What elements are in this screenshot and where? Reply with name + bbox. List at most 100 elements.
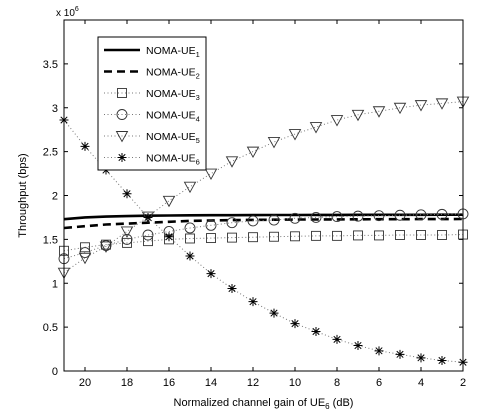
data-point xyxy=(395,349,405,359)
data-point xyxy=(269,308,279,318)
data-point xyxy=(288,129,302,141)
data-point xyxy=(80,242,90,253)
legend-label-subscript: 2 xyxy=(196,72,200,81)
x-tick-label: 8 xyxy=(334,377,340,389)
data-point xyxy=(435,98,449,110)
y-axis-label: Throughput (bps) xyxy=(17,153,29,237)
data-point xyxy=(183,181,197,194)
data-point xyxy=(332,230,342,241)
data-point xyxy=(374,230,384,241)
data-point xyxy=(143,236,153,247)
plot-marks xyxy=(57,96,470,367)
legend-label: NOMA-UE5 xyxy=(146,131,200,145)
legend-marker xyxy=(115,131,129,143)
data-point xyxy=(206,233,216,244)
data-point xyxy=(353,230,363,241)
legend-box xyxy=(97,36,207,171)
data-point xyxy=(120,226,134,238)
data-point xyxy=(248,232,258,243)
legend-label-subscript: 1 xyxy=(196,50,200,59)
x-tick-label: 4 xyxy=(418,377,424,389)
legend-label: NOMA-UE4 xyxy=(146,110,200,124)
data-point xyxy=(122,189,132,199)
data-point xyxy=(206,269,216,279)
x-label-suffix: (dB) xyxy=(330,397,354,409)
y-multiplier-base: x 10 xyxy=(56,8,75,19)
legend-label-subscript: 5 xyxy=(196,136,200,145)
data-point xyxy=(311,327,321,337)
legend-label: NOMA-UE3 xyxy=(146,88,200,102)
series-line xyxy=(63,101,464,274)
data-point xyxy=(394,209,406,221)
data-point xyxy=(351,109,365,122)
data-point xyxy=(436,208,448,220)
data-point xyxy=(415,209,427,221)
x-axis-label: Normalized channel gain of UE6 (dB) xyxy=(174,397,354,411)
data-point xyxy=(204,168,218,180)
legend-label-subscript: 4 xyxy=(196,115,200,124)
legend-marker xyxy=(116,109,128,120)
data-point xyxy=(79,247,91,258)
data-point xyxy=(100,240,112,251)
data-point xyxy=(185,251,195,261)
y-multiplier-exponent: 6 xyxy=(75,6,79,13)
legend-label-text: NOMA-UE xyxy=(146,153,196,165)
y-axis-multiplier: x 106 xyxy=(56,6,79,19)
legend-label: NOMA-UE1 xyxy=(146,45,200,59)
y-tick-label: 0 xyxy=(52,366,58,378)
data-point xyxy=(437,355,447,365)
data-point xyxy=(372,106,386,118)
data-point xyxy=(437,230,447,240)
data-point xyxy=(248,297,258,307)
data-point xyxy=(205,219,217,231)
data-point xyxy=(309,122,323,134)
legend-marker xyxy=(117,88,127,98)
data-point xyxy=(374,346,384,356)
y-tick-label: 0.5 xyxy=(43,322,58,334)
legend-label: NOMA-UE6 xyxy=(146,153,200,167)
data-point xyxy=(122,237,132,248)
data-point xyxy=(414,100,428,112)
data-point xyxy=(164,232,174,242)
data-point xyxy=(99,241,113,253)
data-point xyxy=(395,230,405,240)
data-point xyxy=(185,233,195,244)
data-point xyxy=(353,341,363,351)
legend-label-subscript: 3 xyxy=(196,93,200,102)
legend-label-text: NOMA-UE xyxy=(146,67,196,79)
legend-label-subscript: 6 xyxy=(196,158,200,167)
data-point xyxy=(269,231,279,242)
data-point xyxy=(290,319,300,329)
x-tick-label: 10 xyxy=(289,377,301,389)
data-point xyxy=(246,146,260,159)
data-point xyxy=(78,252,92,265)
legend-label-text: NOMA-UE xyxy=(146,131,196,143)
x-tick-label: 16 xyxy=(163,377,175,389)
data-point xyxy=(227,232,237,243)
legend-label-text: NOMA-UE xyxy=(146,110,196,122)
data-point xyxy=(311,230,321,241)
data-point xyxy=(226,217,238,229)
data-point xyxy=(393,102,407,115)
legend-label-text: NOMA-UE xyxy=(146,88,196,100)
data-point xyxy=(268,214,280,226)
data-point xyxy=(162,195,176,208)
y-tick-label: 2 xyxy=(52,191,58,203)
y-tick-label: 2.5 xyxy=(43,147,58,159)
axis-ticks: 20 18 16 14 12 10 8 6 4 200.511.522.533.5 xyxy=(43,20,466,389)
y-tick-label: 3 xyxy=(52,103,58,115)
data-point xyxy=(330,115,344,127)
y-tick-label: 3.5 xyxy=(43,59,58,71)
y-tick-label: 1.5 xyxy=(43,234,58,246)
data-point xyxy=(247,215,259,227)
x-label-prefix: Normalized channel gain of UE xyxy=(174,397,326,409)
data-point xyxy=(416,230,426,240)
x-label-subscript: 6 xyxy=(325,402,330,411)
y-tick-label: 1 xyxy=(52,278,58,290)
data-point xyxy=(289,212,301,224)
data-point xyxy=(267,137,281,149)
data-point xyxy=(80,141,90,151)
series-line xyxy=(63,119,464,363)
data-point xyxy=(184,222,196,234)
x-tick-label: 12 xyxy=(247,377,259,389)
